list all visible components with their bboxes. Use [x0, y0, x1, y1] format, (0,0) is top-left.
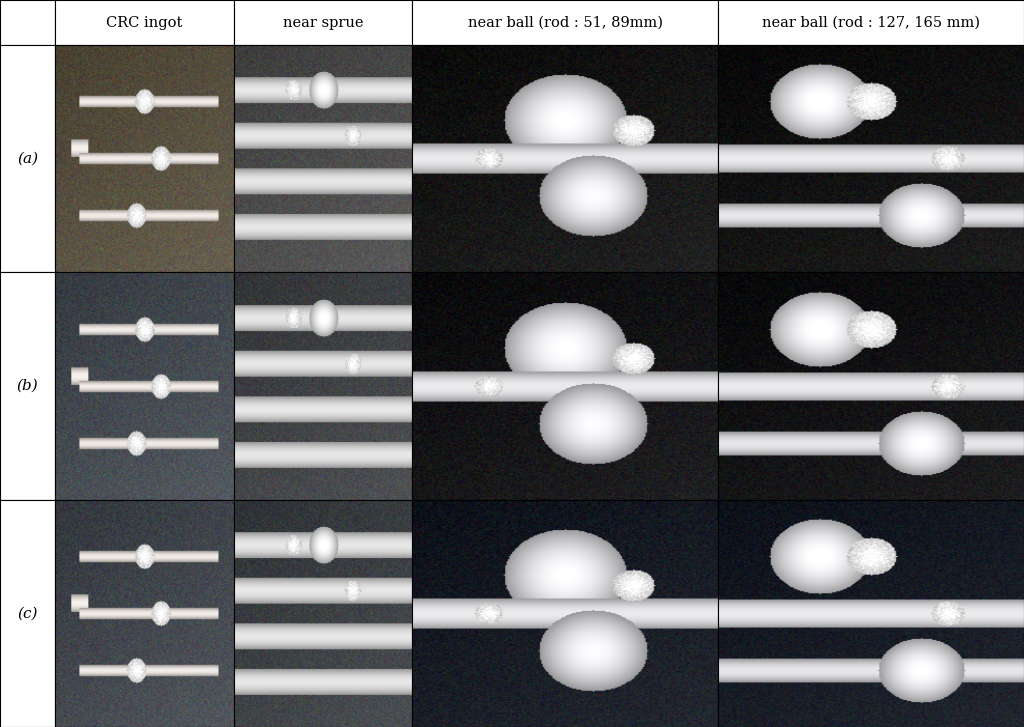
Text: near ball (rod : 51, 89mm): near ball (rod : 51, 89mm): [468, 15, 663, 30]
Text: (c): (c): [17, 606, 38, 620]
Text: (b): (b): [16, 379, 39, 393]
Text: near sprue: near sprue: [283, 15, 364, 30]
Text: CRC ingot: CRC ingot: [106, 15, 182, 30]
Text: near ball (rod : 127, 165 mm): near ball (rod : 127, 165 mm): [762, 15, 980, 30]
Text: (a): (a): [17, 152, 38, 166]
